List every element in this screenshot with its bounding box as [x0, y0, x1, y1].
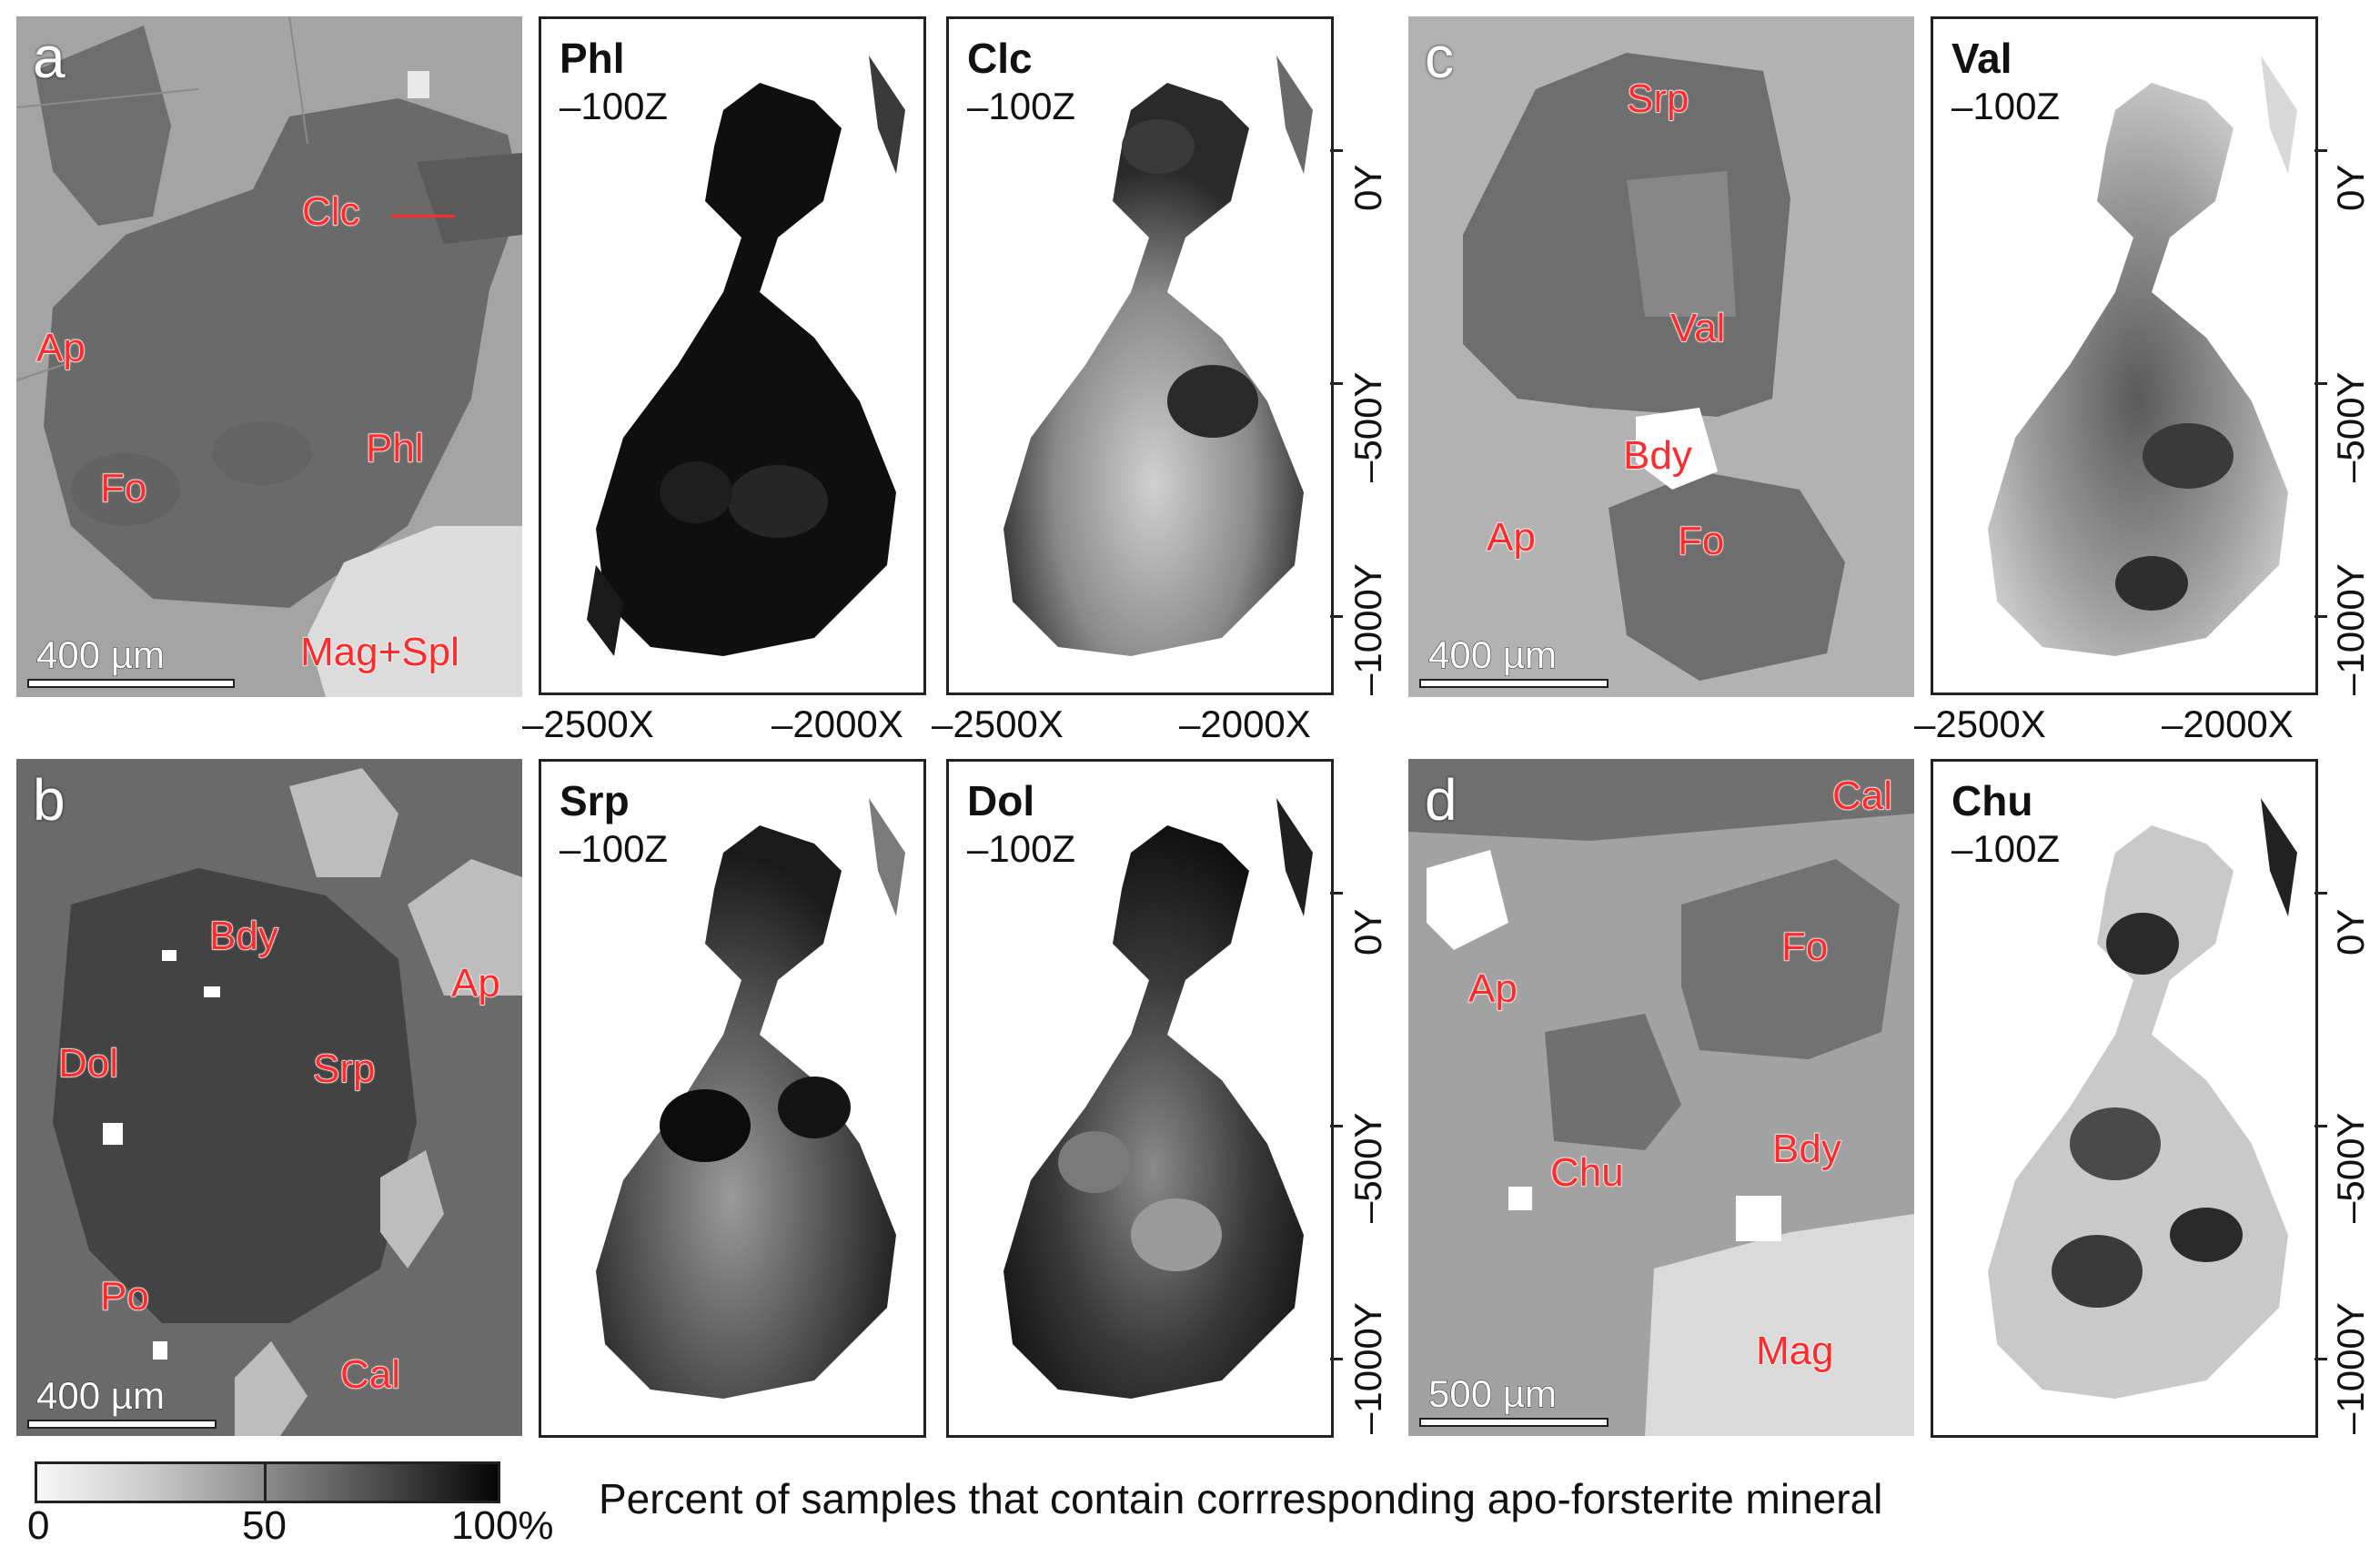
y-tick-500y-top-left: –500Y: [1346, 371, 1389, 482]
y-tick-1000y-top-right: –1000Y: [2329, 563, 2372, 695]
y-tick-1000y-bottom-right: –1000Y: [2329, 1302, 2372, 1434]
scale-bar-a: 400 µm: [27, 624, 237, 688]
scale-label-d: 500 µm: [1428, 1372, 1558, 1416]
x-tick-2000x-a: –2000X: [771, 703, 903, 745]
map-title-srp: Srp: [560, 777, 630, 824]
colorbar: [35, 1461, 500, 1503]
map-z-phl: –100Z: [560, 85, 669, 127]
label-ap: Ap: [35, 325, 86, 370]
y-tick-0y-bottom-left: 0Y: [1346, 908, 1389, 955]
map-z-clc: –100Z: [967, 85, 1076, 127]
label-mag-spl: Mag+Spl: [299, 629, 459, 674]
tick-mark: [2314, 615, 2327, 618]
label-srp: Srp: [312, 1046, 376, 1091]
x-tick-2500x-a: –2500X: [522, 703, 654, 745]
scale-label-b: 400 µm: [36, 1374, 166, 1418]
y-tick-0y-top-right: 0Y: [2329, 164, 2372, 211]
pointer-line-clc: [391, 215, 455, 217]
scale-bar-c: 400 µm: [1419, 624, 1629, 688]
map-z-val: –100Z: [1951, 85, 2061, 127]
label-ap: Ap: [1486, 514, 1536, 560]
map-srp: Srp –100Z: [539, 759, 926, 1438]
map-val: Val –100Z: [1931, 16, 2318, 695]
y-tick-500y-top-right: –500Y: [2329, 371, 2372, 482]
label-bdy: Bdy: [1622, 432, 1692, 478]
x-tick-2500x-b: –2500X: [932, 703, 1064, 745]
label-val: Val: [1669, 305, 1726, 350]
map-chu: Chu –100Z: [1931, 759, 2318, 1438]
bse-image-d: d Cal Fo Ap Chu Bdy Mag 500 µm: [1408, 759, 1914, 1436]
scale-label-a: 400 µm: [36, 633, 166, 677]
label-po: Po: [99, 1273, 149, 1319]
y-tick-1000y-bottom-left: –1000Y: [1346, 1302, 1389, 1434]
map-title-dol: Dol: [967, 777, 1035, 824]
colorbar-label-0: 0: [27, 1503, 50, 1548]
bse-image-b: b Bdy Ap Dol Srp Po Cal 400 µm: [16, 759, 522, 1436]
label-fo: Fo: [1677, 518, 1725, 563]
label-cal: Cal: [339, 1351, 401, 1397]
label-phl: Phl: [365, 425, 424, 470]
map-clc: Clc –100Z: [946, 16, 1334, 695]
bse-image-a: a Clc Ap Phl Fo Mag+Spl 400 µm: [16, 16, 522, 697]
tick-mark: [2314, 892, 2327, 895]
label-ap: Ap: [1467, 966, 1518, 1011]
map-z-chu: –100Z: [1951, 827, 2061, 870]
label-chu: Chu: [1549, 1149, 1624, 1195]
map-title-val: Val: [1951, 35, 2012, 82]
caption: Percent of samples that contain corrresp…: [599, 1475, 1883, 1522]
label-srp: Srp: [1626, 76, 1689, 121]
y-tick-0y-bottom-right: 0Y: [2329, 908, 2372, 955]
map-title-clc: Clc: [967, 35, 1033, 82]
panel-letter-c: c: [1425, 25, 1454, 90]
map-title-chu: Chu: [1951, 777, 2033, 824]
panel-letter-a: a: [33, 25, 66, 90]
x-tick-2000x-c: –2000X: [2162, 703, 2294, 745]
tick-mark: [2314, 1125, 2327, 1127]
map-phl: Phl –100Z: [539, 16, 926, 695]
bse-image-c: c Srp Val Bdy Ap Fo 400 µm: [1408, 16, 1914, 697]
label-fo: Fo: [1780, 924, 1829, 969]
scale-label-c: 400 µm: [1428, 633, 1558, 677]
label-ap: Ap: [450, 960, 500, 1006]
label-mag: Mag: [1755, 1328, 1834, 1373]
panel-letter-b: b: [33, 767, 66, 833]
map-title-phl: Phl: [560, 35, 625, 82]
colorbar-label-50: 50: [242, 1503, 287, 1548]
label-bdy: Bdy: [208, 913, 278, 958]
map-z-srp: –100Z: [560, 827, 669, 870]
x-tick-2500x-c: –2500X: [1914, 703, 2046, 745]
map-z-dol: –100Z: [967, 827, 1076, 870]
label-fo: Fo: [99, 465, 147, 511]
tick-mark: [2314, 149, 2327, 152]
tick-mark: [2314, 1358, 2327, 1360]
tick-mark: [1330, 382, 1343, 385]
x-tick-2000x-b: –2000X: [1179, 703, 1311, 745]
y-tick-1000y-top-left: –1000Y: [1346, 563, 1389, 695]
y-tick-500y-bottom-left: –500Y: [1346, 1112, 1389, 1223]
tick-mark: [1330, 1358, 1343, 1360]
tick-mark: [1330, 892, 1343, 895]
map-dol: Dol –100Z: [946, 759, 1334, 1438]
colorbar-mid-tick: [264, 1461, 267, 1503]
tick-mark: [1330, 1125, 1343, 1127]
tick-mark: [1330, 615, 1343, 618]
colorbar-label-100: 100%: [451, 1503, 554, 1548]
label-clc: Clc: [301, 188, 360, 234]
y-tick-0y-top-left: 0Y: [1346, 164, 1389, 211]
y-tick-500y-bottom-right: –500Y: [2329, 1112, 2372, 1223]
tick-mark: [2314, 382, 2327, 385]
panel-letter-d: d: [1425, 767, 1457, 833]
label-bdy: Bdy: [1771, 1126, 1841, 1171]
scale-bar-d: 500 µm: [1419, 1363, 1629, 1427]
label-cal: Cal: [1831, 773, 1893, 818]
label-dol: Dol: [57, 1040, 119, 1086]
scale-bar-b: 400 µm: [27, 1365, 237, 1429]
tick-mark: [1330, 149, 1343, 152]
